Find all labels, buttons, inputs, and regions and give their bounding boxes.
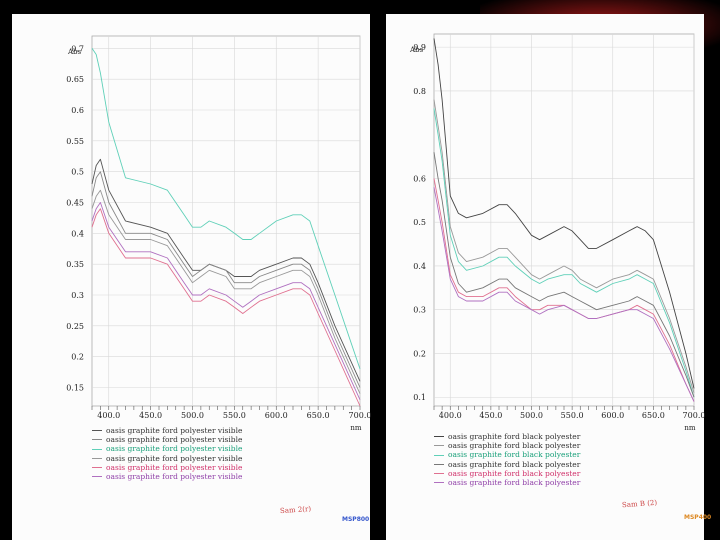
legend-entry: oasis graphite ford black polyester: [434, 478, 580, 487]
legend-swatch: [92, 448, 102, 450]
series-line-3: [433, 108, 695, 398]
plot-frame: [91, 35, 361, 407]
legend-label: oasis graphite ford polyester visible: [106, 472, 243, 482]
y-tick-label: 0.55: [66, 137, 84, 146]
left-chart-legend: oasis graphite ford polyester visible oas…: [92, 426, 242, 481]
x-tick-label: 700.0: [683, 411, 706, 420]
x-axis-label: nm: [350, 424, 362, 432]
right-chart-legend: oasis graphite ford black polyester oasis…: [434, 432, 580, 487]
legend-swatch: [92, 466, 102, 468]
legend-entry: oasis graphite ford black polyester: [434, 469, 580, 478]
y-tick-label: 0.8: [413, 87, 426, 96]
x-tick-label: 400.0: [439, 411, 462, 420]
y-tick-label: 0.2: [413, 349, 426, 358]
plot-frame: [433, 33, 695, 407]
y-tick-label: 0.3: [71, 291, 84, 300]
left-spectrum-sheet: 400.0 450.0 500.0 550.0 600.0 650.0 700.0 0.7 0.…: [12, 14, 372, 540]
series-line-3: [91, 48, 361, 370]
legend-swatch: [434, 436, 444, 438]
legend-swatch: [92, 457, 102, 459]
left-stamp: MSP800: [342, 516, 370, 523]
y-tick-label: 0.65: [66, 75, 84, 84]
y-tick-label: 0.6: [71, 106, 84, 115]
legend-label: oasis graphite ford black polyester: [448, 468, 581, 478]
x-tick-label: 550.0: [561, 411, 584, 420]
series-line-2: [91, 171, 361, 388]
y-tick-label: 0.1: [413, 393, 426, 402]
legend-entry: oasis graphite ford polyester visible: [92, 454, 242, 463]
legend-label: oasis graphite ford polyester visible: [106, 426, 243, 435]
legend-entry: oasis graphite ford polyester visible: [92, 463, 242, 472]
x-tick-label: 600.0: [265, 411, 288, 420]
legend-swatch: [434, 445, 444, 447]
y-tick-label: 0.9: [413, 43, 426, 52]
y-tick-label: 0.5: [71, 168, 84, 177]
legend-entry: oasis graphite ford black polyester: [434, 450, 580, 459]
series-line-5: [433, 178, 695, 402]
legend-swatch: [434, 454, 444, 456]
y-tick-label: 0.35: [66, 260, 84, 269]
legend-label: oasis graphite ford black polyester: [448, 432, 581, 441]
legend-label: oasis graphite ford black polyester: [448, 478, 581, 488]
series-line-1: [91, 158, 361, 382]
y-tick-label: 0.2: [71, 353, 84, 362]
left-absorbance-chart: 400.0 450.0 500.0 550.0 600.0 650.0 700.0 0.7 0.…: [66, 35, 372, 432]
series-line-6: [91, 202, 361, 400]
y-tick-label: 0.15: [66, 384, 84, 393]
right-stamp: MSP400: [684, 514, 712, 521]
legend-swatch: [434, 472, 444, 474]
x-tick-label: 450.0: [479, 411, 502, 420]
legend-entry: oasis graphite ford black polyester: [434, 432, 580, 441]
legend-entry: oasis graphite ford black polyester: [434, 460, 580, 469]
series-line-5: [91, 208, 361, 407]
legend-swatch: [92, 439, 102, 441]
legend-label: oasis graphite ford polyester visible: [106, 435, 243, 445]
series-line-4: [91, 189, 361, 394]
y-tick-label: 0.25: [66, 322, 84, 331]
y-axis-label: Abs: [409, 46, 424, 54]
y-tick-label: 0.3: [413, 306, 426, 315]
x-tick-label: 500.0: [520, 411, 543, 420]
x-tick-label: 650.0: [642, 411, 665, 420]
x-tick-label: 500.0: [181, 411, 204, 420]
legend-entry: oasis graphite ford polyester visible: [92, 444, 242, 453]
x-tick-label: 400.0: [97, 411, 120, 420]
y-axis-label: Abs: [67, 48, 82, 56]
legend-label: oasis graphite ford black polyester: [448, 459, 581, 469]
right-spectrum-sheet: 400.0 450.0 500.0 550.0 600.0 650.0 700.0 0.9 0.…: [386, 14, 711, 540]
x-axis-label: nm: [684, 424, 696, 432]
series-line-2: [433, 99, 695, 394]
legend-label: oasis graphite ford black polyester: [448, 441, 581, 451]
legend-label: oasis graphite ford polyester visible: [106, 453, 243, 463]
legend-entry: oasis graphite ford polyester visible: [92, 426, 242, 435]
x-tick-label: 450.0: [139, 411, 162, 420]
legend-entry: oasis graphite ford polyester visible: [92, 435, 242, 444]
legend-swatch: [434, 482, 444, 484]
x-tick-label: 650.0: [307, 411, 330, 420]
y-tick-label: 0.6: [413, 174, 426, 183]
y-tick-label: 0.4: [71, 229, 84, 238]
legend-entry: oasis graphite ford black polyester: [434, 441, 580, 450]
y-tick-label: 0.45: [66, 199, 84, 208]
legend-label: oasis graphite ford polyester visible: [106, 462, 243, 472]
legend-swatch: [92, 476, 102, 478]
legend-label: oasis graphite ford black polyester: [448, 450, 581, 460]
y-tick-label: 0.5: [413, 218, 426, 227]
series-line-6: [433, 187, 695, 402]
x-tick-label: 550.0: [223, 411, 246, 420]
legend-swatch: [92, 430, 102, 432]
x-tick-label: 700.0: [349, 411, 372, 420]
right-absorbance-chart: 400.0 450.0 500.0 550.0 600.0 650.0 700.0 0.9 0.…: [409, 33, 706, 432]
y-tick-label: 0.7: [71, 44, 84, 53]
legend-entry: oasis graphite ford polyester visible: [92, 472, 242, 481]
legend-swatch: [434, 463, 444, 465]
y-tick-label: 0.4: [413, 262, 426, 271]
series-line-4: [433, 152, 695, 398]
series-line-1: [433, 38, 695, 389]
legend-label: oasis graphite ford polyester visible: [106, 444, 243, 454]
x-tick-label: 600.0: [601, 411, 624, 420]
